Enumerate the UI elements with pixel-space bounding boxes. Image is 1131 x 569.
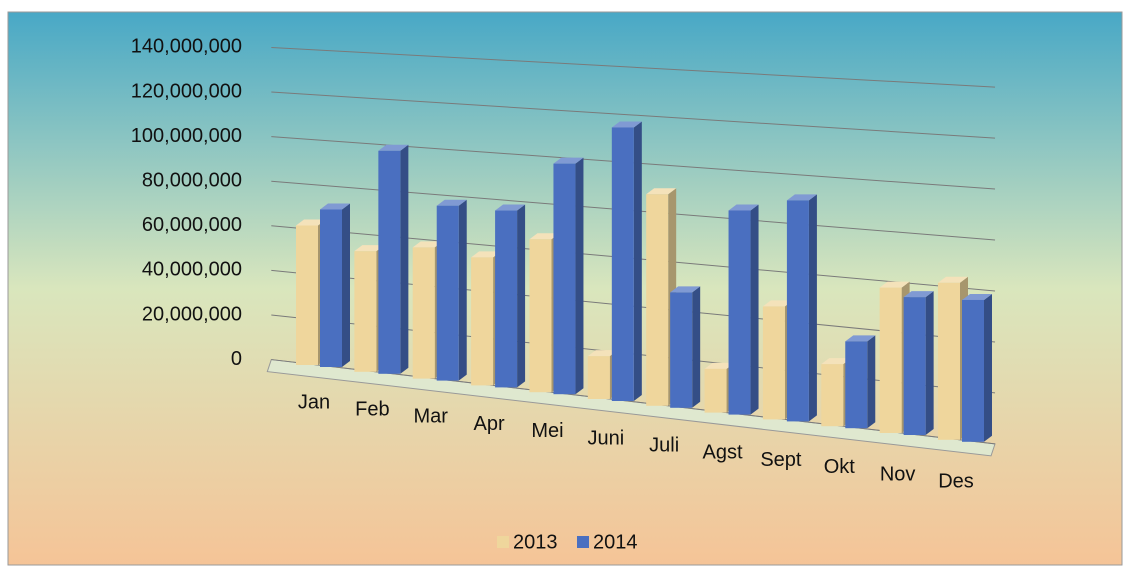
bar (704, 368, 727, 413)
bar-side (517, 204, 526, 388)
bar-top (938, 276, 968, 283)
x-tick-label: Des (938, 470, 974, 492)
bar (611, 127, 634, 401)
bar (296, 225, 318, 365)
bar (670, 292, 693, 408)
bar-top (611, 121, 642, 128)
legend-label: 2014 (593, 531, 638, 553)
bar (495, 210, 518, 388)
bar (412, 247, 435, 379)
bar-top (821, 358, 852, 365)
x-tick-label: Sept (760, 449, 802, 471)
x-tick-label: Agst (703, 442, 743, 464)
bar-top (320, 203, 350, 210)
bar-side (633, 121, 642, 401)
bar-side (750, 204, 759, 415)
bar-top (962, 293, 992, 300)
bar-top (529, 233, 560, 240)
y-tick-label: 120,000,000 (131, 80, 242, 102)
y-tick-label: 0 (231, 348, 242, 370)
bar-top (845, 335, 876, 342)
bar (879, 287, 902, 433)
y-tick-label: 140,000,000 (131, 36, 242, 58)
bar-side (867, 335, 876, 429)
bar-side (925, 291, 934, 435)
bar-top (471, 251, 502, 258)
bar-top (553, 157, 584, 164)
y-tick-label: 20,000,000 (142, 303, 242, 325)
bar (646, 194, 669, 406)
bar-side (575, 157, 584, 395)
bar-top (587, 350, 618, 357)
y-tick-label: 100,000,000 (131, 125, 242, 147)
x-tick-label: Feb (355, 398, 389, 420)
bar-side (692, 286, 701, 408)
bar-top (354, 245, 385, 252)
x-tick-label: Apr (474, 413, 505, 435)
bar (962, 299, 984, 442)
bar-top (786, 194, 817, 201)
x-tick-label: Nov (880, 463, 916, 485)
bar (938, 282, 960, 440)
x-tick-label: Mei (531, 420, 563, 442)
bar-top (436, 199, 467, 206)
bar-side (984, 293, 992, 442)
bar (436, 205, 459, 381)
x-tick-label: Jan (298, 391, 330, 413)
bar-top (670, 286, 701, 293)
x-tick-label: Mar (414, 406, 449, 428)
bar-top (412, 241, 443, 248)
bar (587, 356, 610, 399)
bar (553, 163, 576, 395)
grid-line (271, 46, 996, 88)
bar-top (879, 281, 910, 288)
bar-top (296, 219, 326, 226)
bar-top (646, 188, 677, 195)
y-tick-label: 40,000,000 (142, 259, 242, 281)
x-tick-label: Juli (649, 434, 679, 456)
bar (762, 306, 785, 420)
bar (378, 150, 401, 374)
bar (821, 364, 844, 427)
bar (786, 200, 809, 422)
legend-label: 2013 (513, 531, 558, 553)
bar (728, 210, 751, 415)
bar (354, 251, 377, 372)
bar-top (903, 291, 934, 298)
bar-top (762, 300, 793, 307)
bar (845, 341, 868, 429)
legend-swatch (497, 536, 509, 548)
legend-swatch (577, 536, 589, 548)
bar (529, 239, 552, 393)
x-tick-label: Juni (587, 427, 624, 449)
bar-top (495, 204, 526, 211)
y-tick-label: 60,000,000 (142, 214, 242, 236)
bar (320, 209, 342, 367)
bar-top (378, 144, 409, 151)
x-tick-label: Okt (824, 456, 856, 478)
y-tick-label: 80,000,000 (142, 169, 242, 191)
bar-top (704, 362, 735, 369)
bar-side (400, 144, 409, 374)
bar (471, 257, 494, 386)
bar-side (458, 199, 467, 381)
grid-line (271, 91, 996, 139)
bar-side (808, 194, 817, 422)
bar-top (728, 204, 759, 211)
bar-side (342, 203, 350, 367)
bar (903, 297, 926, 435)
